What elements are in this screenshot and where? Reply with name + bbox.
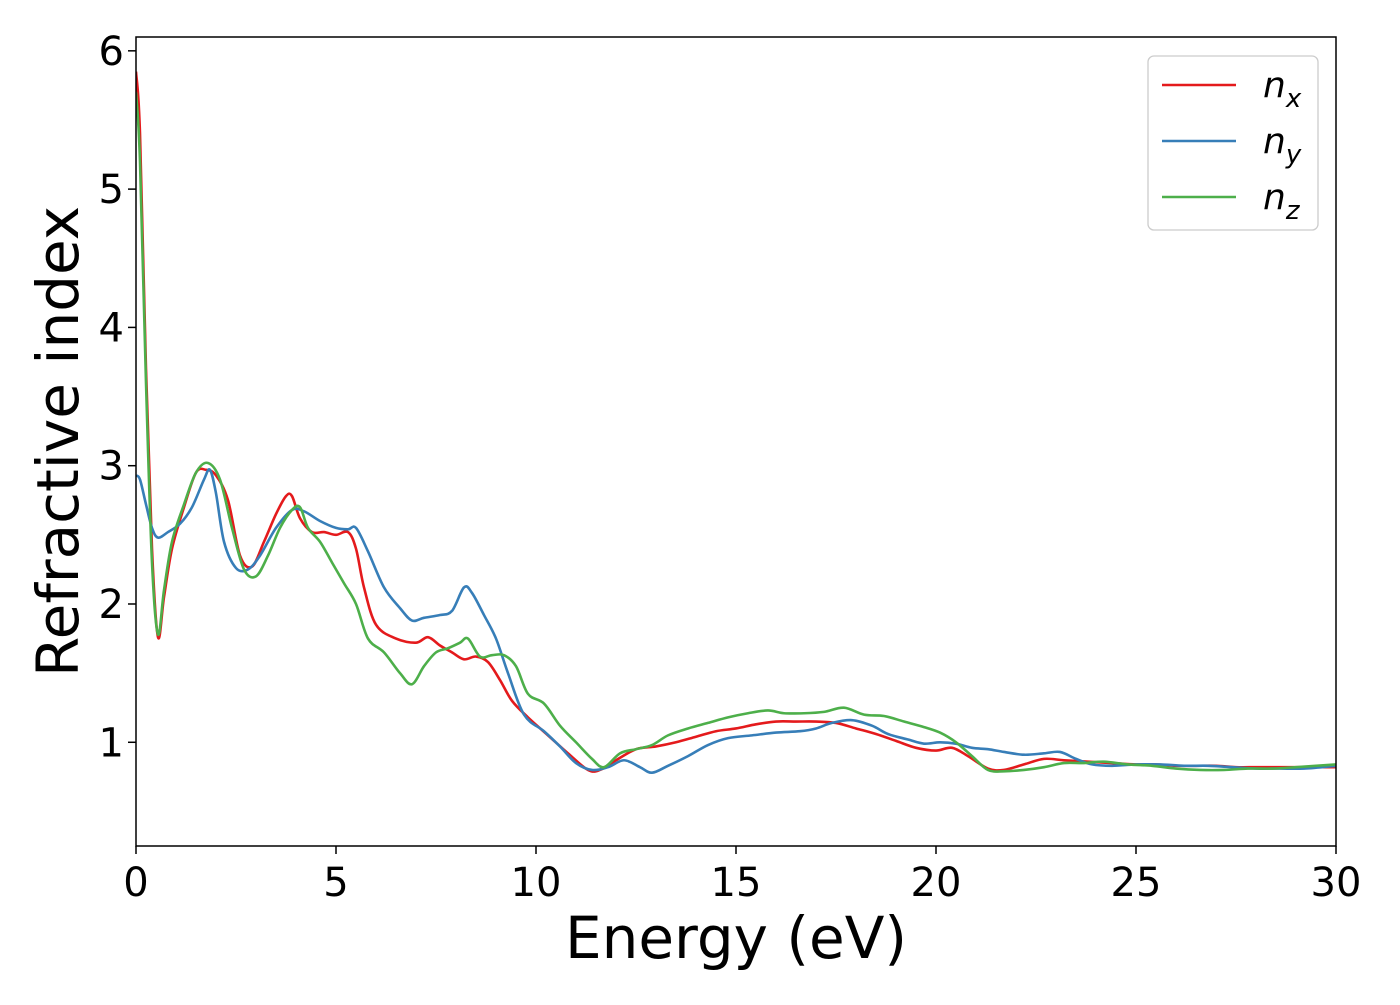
legend-label-z: nz — [1263, 177, 1301, 226]
legend-box — [1147, 55, 1319, 231]
y-tick-label: 6 — [99, 29, 124, 75]
x-axis: 0 5 10 15 20 25 30 — [123, 846, 1361, 906]
x-tick-label: 0 — [123, 860, 148, 906]
legend-label-subscript: y — [1285, 140, 1302, 170]
legend-label-x: nx — [1263, 65, 1302, 114]
x-tick-label: 15 — [711, 860, 762, 906]
x-axis-title: Energy (eV) — [565, 904, 907, 972]
y-tick-label: 2 — [99, 582, 124, 628]
x-tick-label: 25 — [1111, 860, 1162, 906]
y-axis-title: Refractive index — [24, 206, 92, 677]
x-tick-label: 30 — [1311, 860, 1362, 906]
legend-label-y: ny — [1263, 121, 1302, 170]
legend-label-subscript: x — [1285, 84, 1302, 114]
x-tick-label: 5 — [323, 860, 348, 906]
legend-label-base: n — [1263, 121, 1286, 162]
legend-label-subscript: z — [1285, 196, 1301, 226]
y-tick-label: 4 — [99, 305, 124, 351]
y-tick-label: 1 — [99, 720, 124, 766]
y-tick-label: 3 — [99, 444, 124, 490]
x-tick-label: 10 — [511, 860, 562, 906]
y-axis: 1 2 3 4 5 6 — [99, 29, 136, 766]
y-tick-label: 5 — [99, 167, 124, 213]
series-line-z — [136, 92, 1336, 773]
series-layer — [136, 71, 1336, 775]
x-tick-label: 20 — [911, 860, 962, 906]
legend-label-base: n — [1263, 177, 1286, 218]
legend-label-base: n — [1263, 65, 1286, 106]
